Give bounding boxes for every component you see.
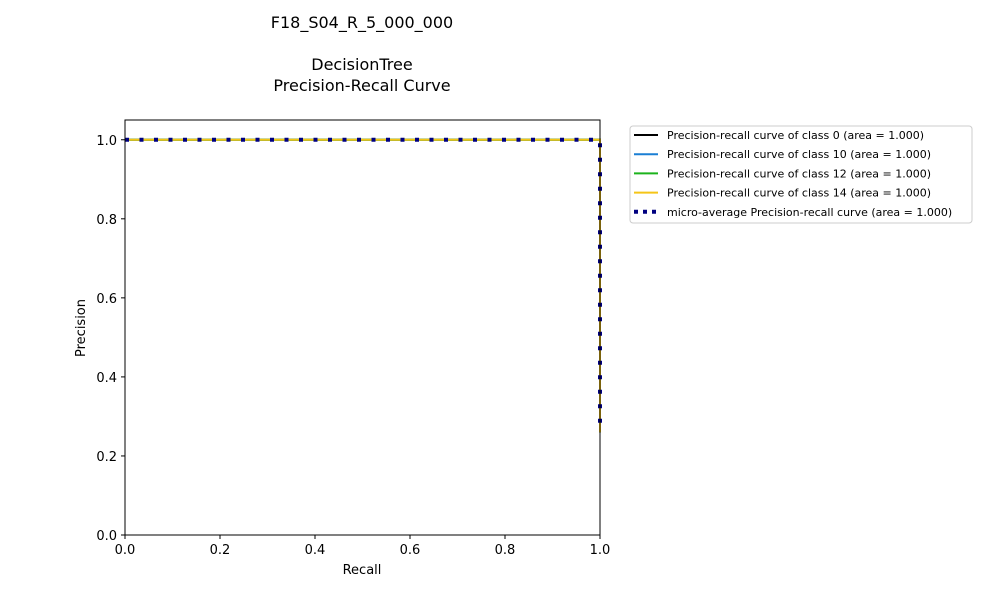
y-tick-label: 0.4 <box>96 371 117 386</box>
legend: Precision-recall curve of class 0 (area … <box>629 125 973 224</box>
series-line-3 <box>125 138 601 433</box>
y-tick-label: 0.2 <box>96 450 117 465</box>
chart-title: F18_S04_R_5_000_000 <box>271 13 453 33</box>
legend-label-1: Precision-recall curve of class 10 (area… <box>667 148 931 161</box>
x-tick-label: 1.0 <box>590 543 611 558</box>
x-axis-label: Recall <box>343 563 382 578</box>
series-line-2 <box>125 138 601 433</box>
y-tick-label: 0.8 <box>96 213 117 228</box>
chart-subtitle-model: DecisionTree <box>311 55 412 74</box>
y-tick-label: 1.0 <box>96 134 117 149</box>
x-tick-label: 0.4 <box>305 543 326 558</box>
series-line-4 <box>125 137 602 433</box>
y-tick-label: 0.0 <box>96 529 117 544</box>
x-axis: 0.0 0.2 0.4 0.6 0.8 1.0 <box>115 535 611 558</box>
chart-subtitle-curve: Precision-Recall Curve <box>273 76 450 95</box>
series-line-1 <box>125 138 601 433</box>
x-tick-label: 0.0 <box>115 543 136 558</box>
x-tick-label: 0.6 <box>400 543 421 558</box>
x-tick-label: 0.8 <box>495 543 516 558</box>
plot-area <box>125 137 602 433</box>
legend-label-3: Precision-recall curve of class 14 (area… <box>667 187 931 200</box>
legend-box <box>629 125 973 224</box>
x-tick-label: 0.2 <box>210 543 231 558</box>
y-axis: 0.0 0.2 0.4 0.6 0.8 1.0 <box>96 134 125 544</box>
legend-label-4: micro-average Precision-recall curve (ar… <box>667 206 952 219</box>
legend-label-0: Precision-recall curve of class 0 (area … <box>667 129 924 142</box>
y-axis-label: Precision <box>74 299 89 357</box>
legend-label-2: Precision-recall curve of class 12 (area… <box>667 167 931 180</box>
y-tick-label: 0.6 <box>96 292 117 307</box>
series-line-0 <box>125 138 601 433</box>
plot-frame <box>124 119 601 536</box>
